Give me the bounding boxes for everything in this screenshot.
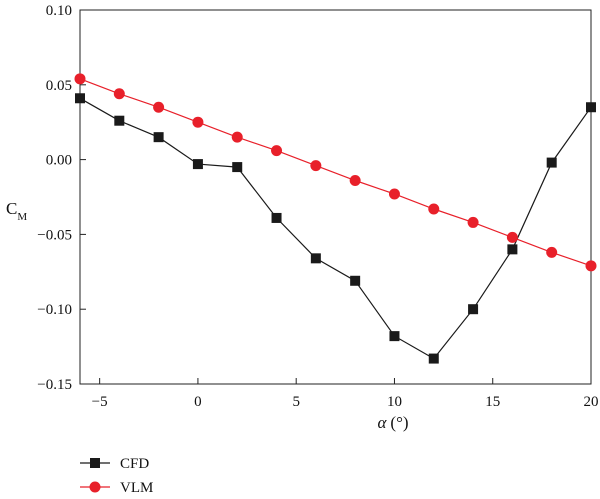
data-point-cfd: [507, 244, 518, 255]
data-point-cfd: [350, 275, 361, 286]
data-point-cfd: [192, 159, 203, 170]
data-point-cfd: [468, 304, 479, 315]
axis-ticks: −5 0 5 10 15 20 0.10 0.05 0.00 −0.05 −0.10 −0.15: [37, 3, 598, 410]
x-tick-label: 0: [194, 394, 202, 410]
data-point-vlm: [74, 73, 86, 85]
plot-frame: [79, 9, 592, 385]
data-point-vlm: [585, 260, 597, 272]
data-point-cfd: [586, 102, 596, 113]
data-point-vlm: [506, 231, 518, 243]
y-tick-label: −0.10: [37, 302, 72, 318]
legend-item-cfd: CFD: [80, 456, 149, 472]
plot-frame-border: [79, 9, 592, 385]
data-point-vlm: [310, 160, 322, 172]
legend-label-cfd: CFD: [120, 456, 149, 472]
data-point-cfd: [428, 353, 439, 364]
data-point-vlm: [192, 116, 204, 128]
legend: CFD VLM: [80, 456, 153, 496]
data-point-vlm: [231, 131, 243, 143]
y-tick-label: 0.10: [46, 3, 72, 19]
series-line-vlm: [79, 78, 592, 267]
x-tick-label: −5: [92, 394, 108, 410]
y-tick-label: 0.05: [46, 78, 72, 94]
legend-label-vlm: VLM: [120, 480, 153, 496]
series-line-cfd: [79, 97, 592, 360]
legend-swatch-vlm-marker: [89, 481, 101, 493]
data-point-vlm: [153, 101, 165, 113]
series-layer: [74, 73, 597, 364]
data-point-vlm: [113, 88, 125, 100]
y-tick-label: −0.05: [37, 227, 72, 243]
x-axis-label: α (°): [377, 413, 408, 432]
legend-item-vlm: VLM: [80, 480, 153, 496]
data-point-cfd: [153, 132, 164, 143]
data-point-vlm: [546, 246, 558, 258]
y-tick-label: −0.15: [37, 377, 72, 393]
data-point-cfd: [75, 93, 85, 104]
x-tick-label: 15: [485, 394, 500, 410]
data-point-cfd: [114, 115, 125, 126]
data-point-vlm: [388, 188, 400, 200]
data-point-cfd: [546, 157, 557, 168]
data-point-cfd: [232, 162, 243, 173]
legend-swatch-cfd-marker: [90, 458, 100, 468]
data-point-cfd: [271, 212, 282, 223]
data-point-cfd: [389, 331, 400, 342]
y-axis-label: CM: [6, 199, 27, 223]
data-point-vlm: [467, 216, 479, 228]
x-tick-label: 20: [584, 394, 599, 410]
x-tick-label: 5: [292, 394, 300, 410]
x-tick-label: 10: [387, 394, 402, 410]
data-point-cfd: [310, 253, 321, 264]
data-point-vlm: [349, 175, 361, 187]
data-point-vlm: [428, 203, 440, 215]
y-tick-label: 0.00: [46, 153, 72, 169]
data-point-vlm: [271, 145, 283, 157]
